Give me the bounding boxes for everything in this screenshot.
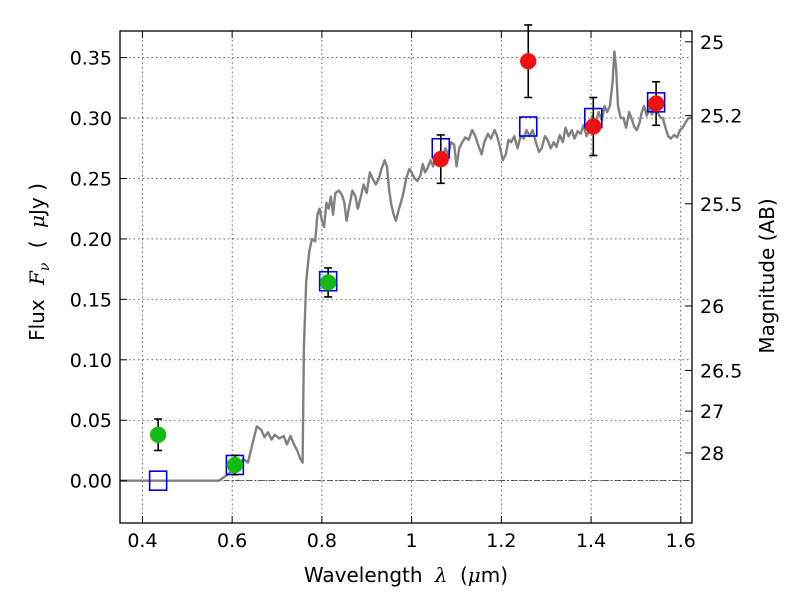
red-data-point [520, 52, 537, 70]
green-data-point [319, 274, 337, 291]
y-tick-label: 0.30 [70, 108, 112, 130]
axes-frame [119, 30, 693, 524]
y-axis: 0.00 0.05 0.10 0.15 0.20 0.25 0.30 0.35 [70, 48, 127, 493]
magnitude-tick-label: 25 [700, 32, 724, 54]
x-axis-label: Wavelength λ (μm) [304, 563, 508, 587]
magnitude-tick-label: 27 [700, 401, 724, 423]
x-tick-label: 1.4 [576, 530, 606, 552]
x-tick-label: 1.6 [666, 530, 696, 552]
red-data-point [432, 150, 450, 168]
green-data-point [226, 456, 244, 474]
y-tick-label: 0.10 [70, 350, 112, 372]
x-tick-label: 0.4 [127, 530, 157, 552]
magnitude-tick-label: 28 [700, 443, 724, 465]
magnitude-tick-label: 25.2 [700, 106, 742, 128]
y-tick-label: 0.35 [70, 48, 112, 70]
red-data-point [585, 118, 602, 135]
x-axis: 0.4 0.6 0.8 1 1.2 1.4 1.6 [127, 31, 696, 552]
green-data-point [149, 426, 167, 444]
red-data-point [647, 95, 665, 112]
y-tick-label: 0.25 [70, 168, 112, 190]
y-tick-label: 0.00 [70, 471, 112, 493]
x-tick-label: 0.8 [307, 530, 337, 552]
x-tick-label: 1 [406, 530, 418, 552]
y-tick-label: 0.15 [70, 289, 112, 311]
magnitude-axis: 25 25.2 25.5 26 26.5 27 28 [685, 32, 742, 465]
magnitude-axis-label: Magnitude (AB) [755, 198, 779, 353]
plot-area [120, 24, 692, 491]
y-tick-label: 0.20 [70, 229, 112, 251]
grid-lines [120, 31, 692, 523]
magnitude-tick-label: 25.5 [700, 194, 742, 216]
y-axis-label: Flux Fν ( μJy ) [25, 183, 54, 341]
model-photometry-square [148, 470, 168, 491]
y-tick-label: 0.05 [70, 410, 112, 432]
model-photometry-square [518, 116, 538, 137]
model-spectrum-line [120, 50, 692, 482]
magnitude-tick-label: 26.5 [700, 360, 742, 382]
x-tick-label: 1.2 [486, 530, 516, 552]
x-tick-label: 0.6 [217, 530, 247, 552]
magnitude-tick-label: 26 [700, 296, 724, 318]
